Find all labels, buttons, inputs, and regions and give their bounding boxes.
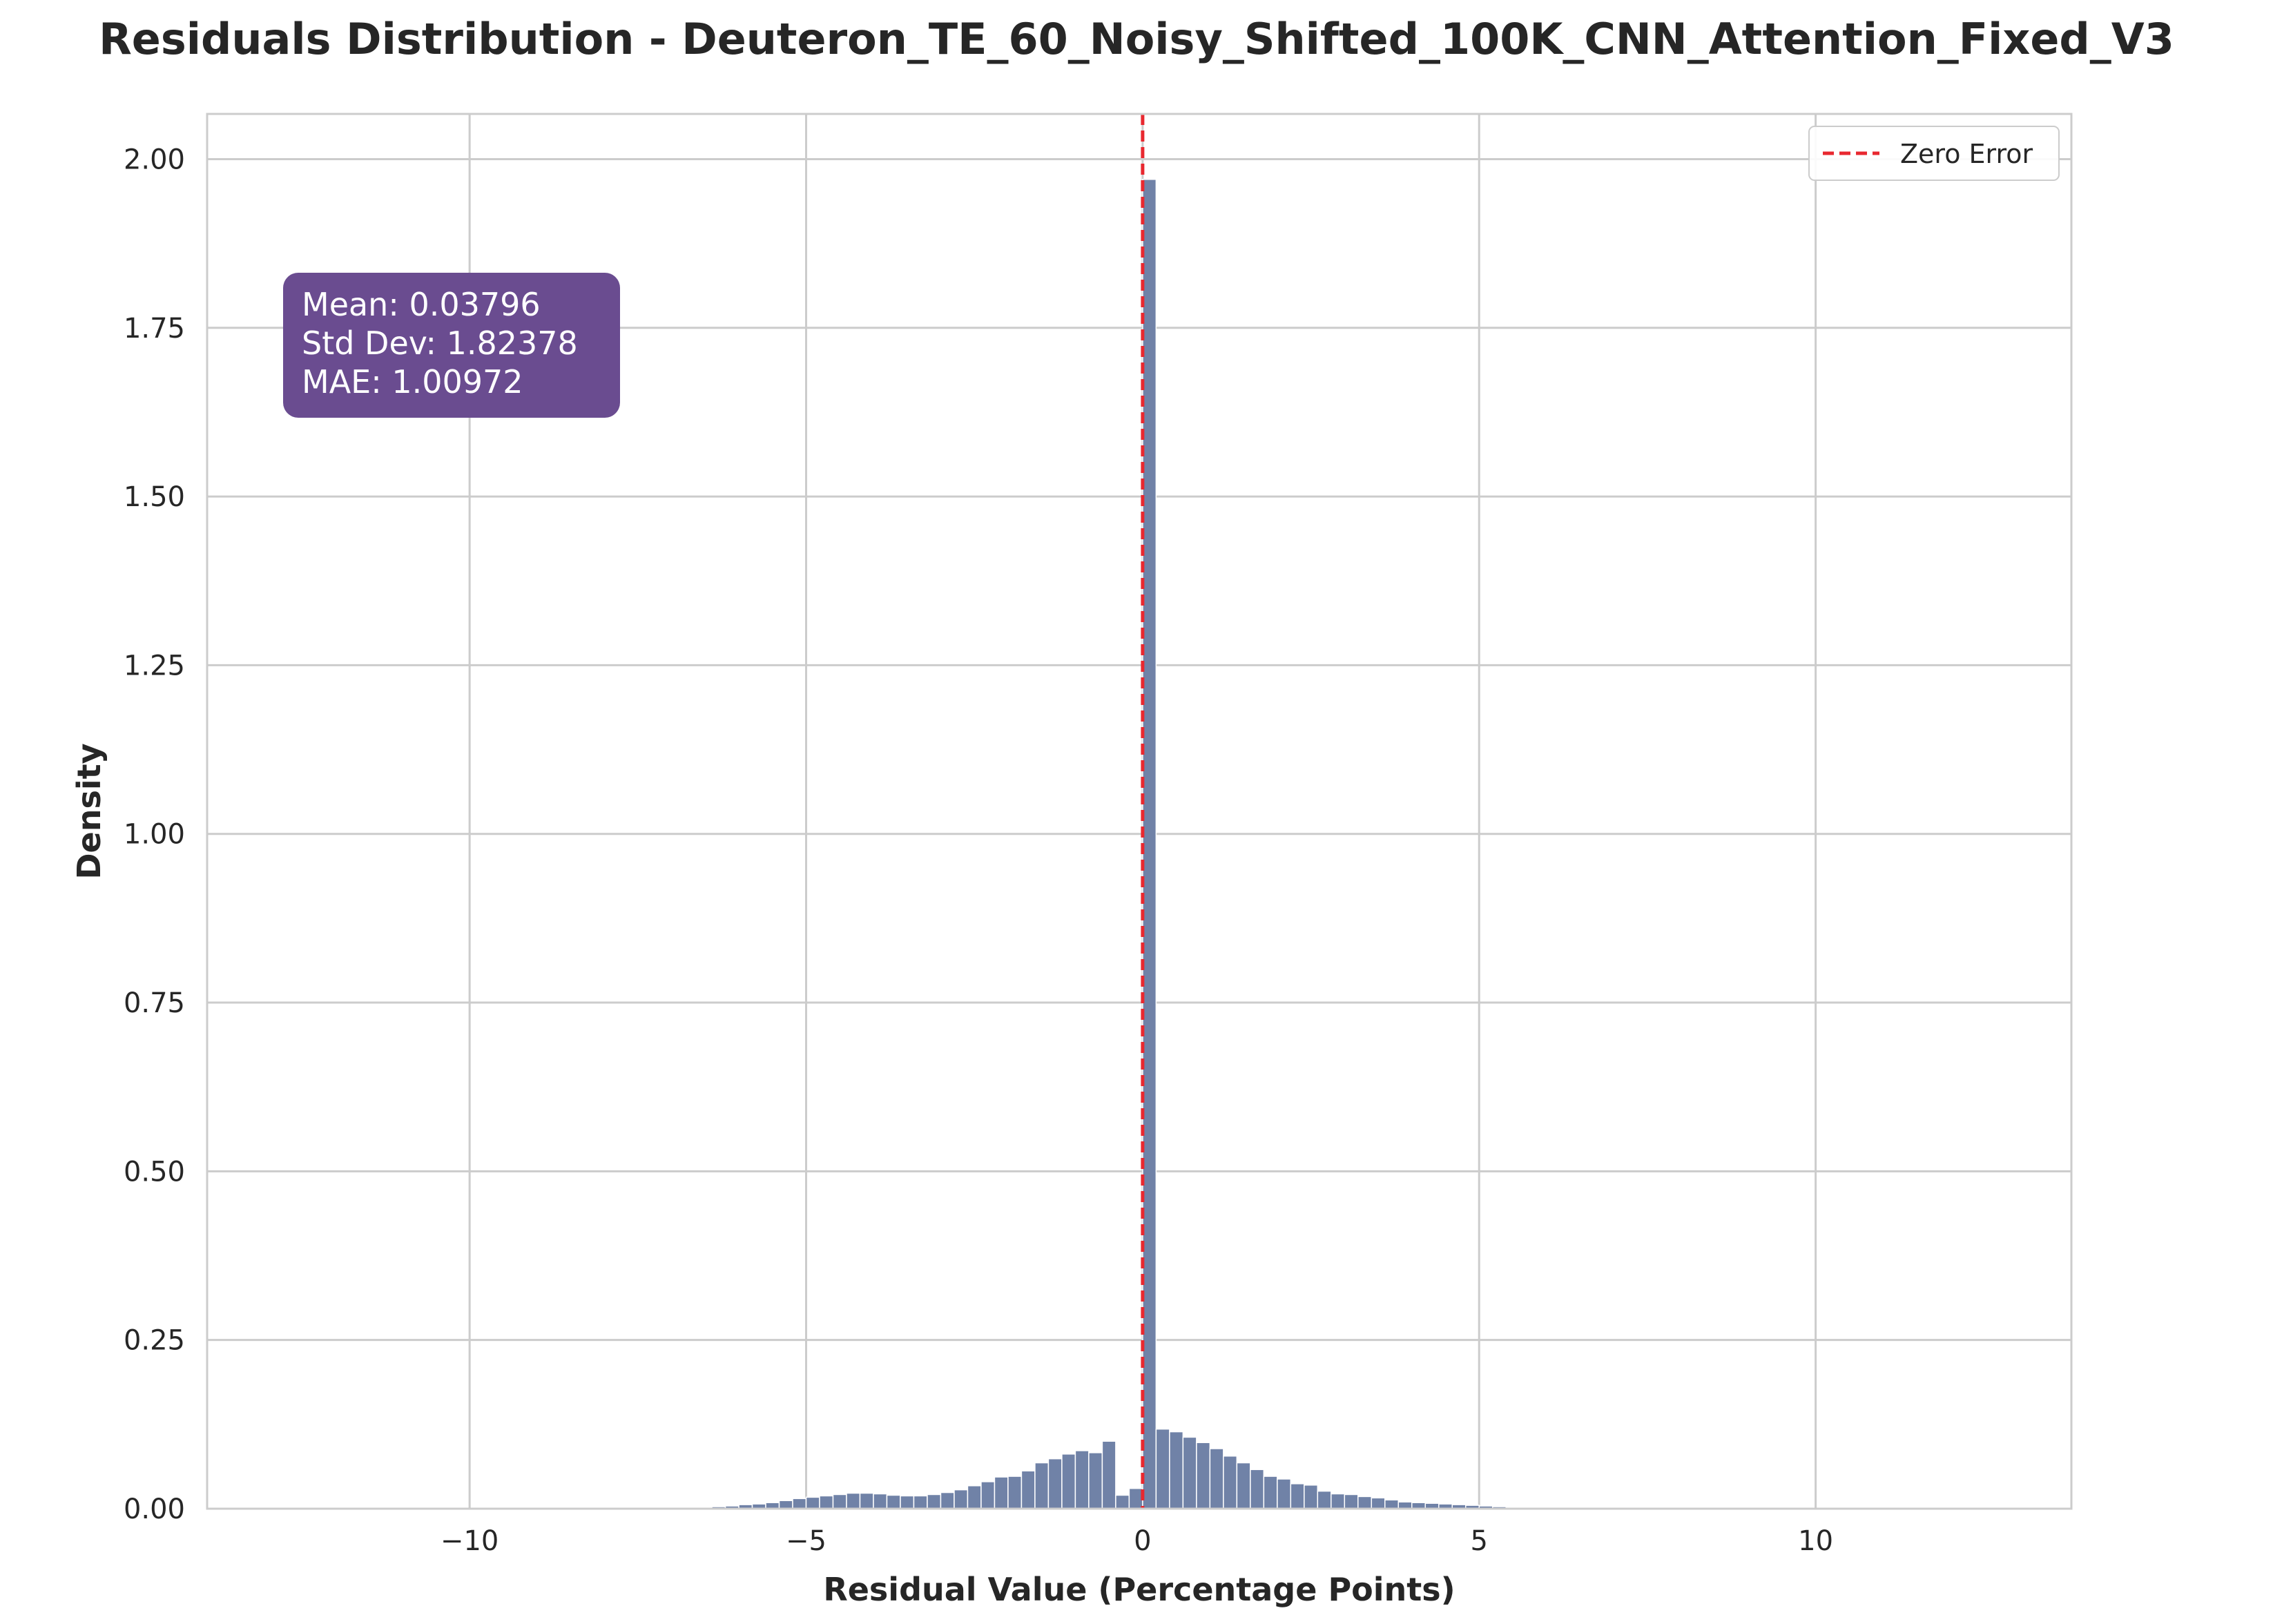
histogram-bar	[1101, 1440, 1116, 1509]
histogram-bar	[1209, 1448, 1224, 1509]
x-tick-label: 10	[1798, 1525, 1833, 1557]
y-tick-label: 0.00	[124, 1494, 185, 1525]
y-tick-label: 1.25	[124, 650, 185, 682]
x-tick-label: −10	[441, 1525, 499, 1557]
histogram-bar	[1169, 1431, 1184, 1509]
histogram-bar	[1088, 1452, 1103, 1509]
stats-mean: Mean: 0.03796	[302, 286, 541, 323]
x-tick-label: 0	[1134, 1525, 1151, 1557]
histogram-bar	[1155, 1428, 1170, 1509]
y-tick-label: 1.75	[124, 313, 185, 345]
histogram-bar	[1277, 1478, 1292, 1509]
histogram-bar	[1317, 1490, 1332, 1509]
y-tick-label: 0.50	[124, 1156, 185, 1188]
histogram-bar	[1021, 1470, 1036, 1509]
histogram-bar	[778, 1500, 793, 1509]
histogram-bar	[846, 1492, 861, 1509]
histogram-bar	[792, 1498, 807, 1509]
chart-title: Residuals Distribution - Deuteron_TE_60_…	[99, 14, 2174, 64]
y-tick-label: 2.00	[124, 144, 185, 175]
histogram-bar	[927, 1494, 942, 1509]
y-axis-ticks: 0.00 0.25 0.50 0.75 1.00 1.25 1.50 1.75 2.00	[124, 144, 185, 1525]
histogram-bar	[954, 1489, 969, 1509]
stats-box-background	[283, 273, 620, 418]
histogram-bar	[913, 1495, 928, 1509]
histogram-bar	[1142, 179, 1157, 1509]
histogram-bar	[859, 1492, 874, 1509]
histogram-bar	[832, 1494, 847, 1509]
histogram-bar	[1290, 1483, 1305, 1509]
histogram-bar	[1236, 1462, 1251, 1509]
histogram-bar	[940, 1491, 955, 1509]
histogram-bar	[980, 1481, 996, 1509]
histogram-bar	[967, 1485, 982, 1509]
plot-frame	[206, 113, 2073, 1510]
histogram-bar	[1344, 1494, 1359, 1509]
x-axis-title: Residual Value (Percentage Points)	[823, 1571, 1455, 1608]
histogram-bar	[1074, 1450, 1090, 1509]
histogram-bar	[994, 1476, 1009, 1509]
y-tick-label: 1.00	[124, 819, 185, 851]
x-tick-label: 5	[1471, 1525, 1488, 1557]
histogram-bar	[1263, 1476, 1278, 1509]
histogram-bar	[1182, 1436, 1197, 1509]
legend-frame	[1808, 126, 2060, 181]
y-tick-label: 0.75	[124, 987, 185, 1019]
stats-std-dev: Std Dev: 1.82378	[302, 325, 578, 362]
y-tick-label: 1.50	[124, 481, 185, 513]
histogram-bar	[1371, 1497, 1386, 1509]
x-axis-ticks: −10 −5 0 5 10	[441, 1525, 1833, 1557]
histogram-bar	[1128, 1487, 1143, 1509]
legend: Zero Error	[1808, 126, 2060, 181]
legend-zero-error-label: Zero Error	[1900, 139, 2033, 169]
stats-annotation-box: Mean: 0.03796 Std Dev: 1.82378 MAE: 1.00…	[283, 273, 620, 418]
stats-mae: MAE: 1.00972	[302, 363, 523, 400]
histogram-bar	[819, 1495, 834, 1509]
histogram-bar	[1047, 1458, 1063, 1509]
y-axis-title: Density	[70, 743, 108, 879]
x-tick-label: −5	[786, 1525, 826, 1557]
histogram-bar	[1384, 1499, 1400, 1509]
histogram-bar	[1304, 1485, 1319, 1509]
y-tick-label: 0.25	[124, 1325, 185, 1357]
histogram-bar	[805, 1496, 820, 1509]
histogram-bar	[886, 1494, 901, 1509]
histogram-bar	[900, 1495, 915, 1509]
histogram-bar	[1196, 1442, 1211, 1509]
histogram-bar	[1250, 1469, 1265, 1509]
histogram-bar	[1034, 1462, 1050, 1509]
histogram-bar	[1115, 1494, 1130, 1509]
histogram-bar	[1007, 1476, 1023, 1509]
histogram-bar	[1357, 1496, 1373, 1509]
histogram-bar	[1223, 1456, 1238, 1509]
histogram-bar	[873, 1493, 888, 1509]
histogram-bar	[1331, 1493, 1346, 1509]
histogram-bar	[1061, 1453, 1076, 1509]
